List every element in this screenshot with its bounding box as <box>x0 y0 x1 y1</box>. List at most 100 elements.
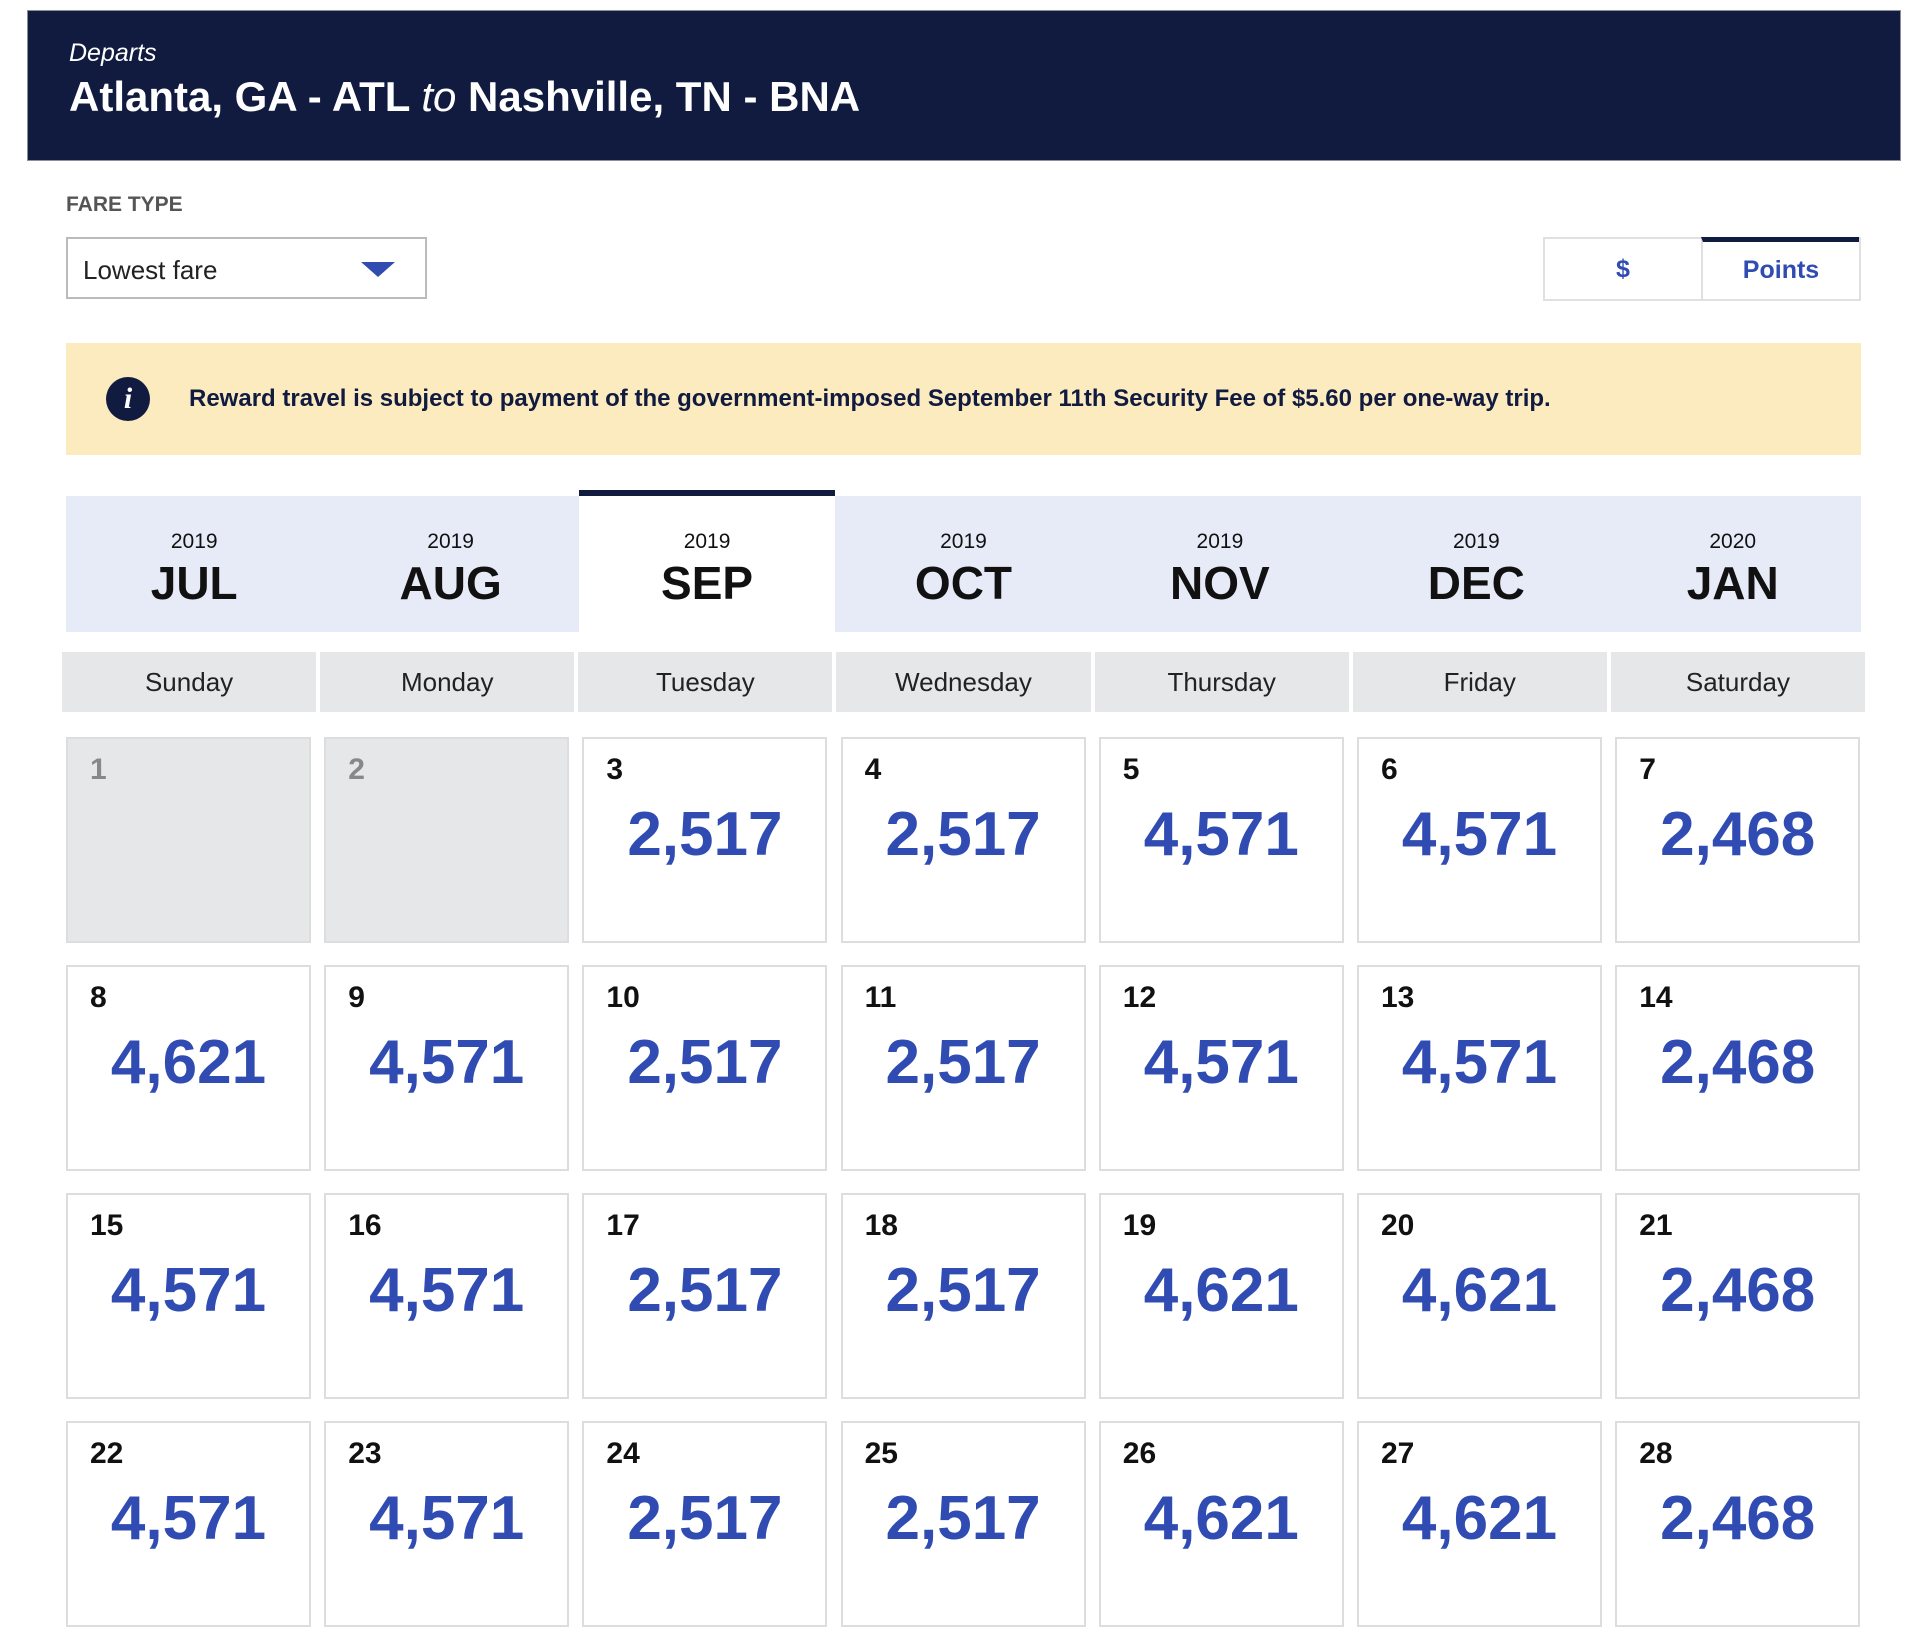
day-number: 3 <box>606 753 624 786</box>
month-tab[interactable]: 2019 SEP <box>578 490 836 632</box>
day-cell[interactable]: 18 2,517 <box>840 1193 1086 1399</box>
day-points: 4,571 <box>369 1028 525 1097</box>
tab-year: 2019 <box>170 530 218 553</box>
day-number: 1 <box>90 753 107 786</box>
day-points: 4,621 <box>1143 1256 1299 1325</box>
month-tab[interactable]: 2020 JAN <box>1605 496 1861 632</box>
day-points: 4,571 <box>369 1484 525 1553</box>
day-number: 19 <box>1122 1209 1157 1242</box>
day-cell: 2 <box>324 737 570 943</box>
month-tab[interactable]: 2019 OCT <box>835 496 1091 632</box>
day-number: 24 <box>606 1437 640 1470</box>
tab-year: 2019 <box>940 530 987 553</box>
day-points: 2,468 <box>1660 800 1816 869</box>
day-cell[interactable]: 9 4,571 <box>324 965 570 1171</box>
day-cell[interactable]: 21 2,468 <box>1615 1193 1861 1399</box>
day-cell[interactable]: 7 2,468 <box>1615 737 1861 943</box>
day-points: 2,517 <box>885 800 1041 869</box>
day-cell[interactable]: 6 4,571 <box>1357 737 1602 943</box>
day-number: 21 <box>1639 1209 1673 1242</box>
info-icon: i <box>106 377 150 421</box>
day-number: 12 <box>1122 981 1157 1014</box>
day-points: 2,517 <box>627 1484 783 1553</box>
day-cell[interactable]: 20 4,621 <box>1357 1193 1602 1399</box>
day-cell[interactable]: 19 4,621 <box>1098 1193 1344 1399</box>
month-tab[interactable]: 2019 NOV <box>1092 496 1348 632</box>
day-cell[interactable]: 24 2,517 <box>582 1421 828 1627</box>
day-points: 2,517 <box>627 1256 783 1325</box>
day-number: 22 <box>90 1437 124 1470</box>
day-points: 2,468 <box>1660 1256 1816 1325</box>
day-number: 5 <box>1122 753 1140 786</box>
day-number: 2 <box>348 753 365 786</box>
day-cell[interactable]: 25 2,517 <box>840 1421 1086 1627</box>
day-points: 2,468 <box>1660 1484 1816 1553</box>
day-points: 4,571 <box>1143 800 1299 869</box>
day-cell[interactable]: 8 4,621 <box>66 965 311 1171</box>
origin: Atlanta, GA - ATL <box>69 73 410 120</box>
month-tab[interactable]: 2019 AUG <box>322 496 578 632</box>
day-cell[interactable]: 13 4,571 <box>1357 965 1602 1171</box>
toggle-points[interactable]: Points <box>1701 237 1859 299</box>
day-points: 2,517 <box>885 1028 1041 1097</box>
day-number: 8 <box>90 981 107 1014</box>
day-cell[interactable]: 28 2,468 <box>1615 1421 1861 1627</box>
tab-month: AUG <box>399 557 502 609</box>
day-points: 4,571 <box>110 1256 267 1325</box>
day-number: 23 <box>348 1437 382 1470</box>
connector: to <box>421 73 457 120</box>
day-number: 6 <box>1381 753 1398 786</box>
tab-month: OCT <box>914 557 1013 609</box>
day-points: 4,621 <box>1401 1256 1558 1325</box>
day-cell[interactable]: 22 4,571 <box>66 1421 311 1627</box>
weekday: Wednesday <box>836 652 1091 712</box>
tab-year: 2020 <box>1709 530 1757 553</box>
day-cell[interactable]: 14 2,468 <box>1615 965 1861 1171</box>
tab-month: JUL <box>150 557 238 609</box>
header: Departs Atlanta, GA - ATL to Nashville, … <box>27 10 1901 161</box>
day-cell[interactable]: 26 4,621 <box>1098 1421 1344 1627</box>
weekday-header: Sunday Monday Tuesday Wednesday Thursday Frid… <box>62 652 1865 712</box>
day-points: 4,571 <box>1143 1028 1299 1097</box>
day-number: 15 <box>90 1209 124 1242</box>
weekday: Saturday <box>1610 652 1865 712</box>
day-number: 28 <box>1639 1437 1673 1470</box>
day-number: 26 <box>1122 1437 1157 1470</box>
header-label: Departs <box>69 39 157 67</box>
month-tab[interactable]: 2019 JUL <box>66 496 322 632</box>
day-cell[interactable]: 17 2,517 <box>582 1193 828 1399</box>
tab-month: SEP <box>661 557 754 609</box>
day-points: 2,468 <box>1660 1028 1816 1097</box>
toggle-dollar[interactable]: $ <box>1616 254 1630 283</box>
day-points: 2,517 <box>627 1028 783 1097</box>
day-cell[interactable]: 4 2,517 <box>840 737 1086 943</box>
day-cell[interactable]: 11 2,517 <box>840 965 1086 1171</box>
day-points: 4,621 <box>1401 1484 1558 1553</box>
fare-type-select[interactable]: Lowest fare <box>66 237 427 299</box>
day-cell[interactable]: 3 2,517 <box>582 737 828 943</box>
tab-month: NOV <box>1170 557 1270 609</box>
notice: i Reward travel is subject to payment of… <box>66 343 1861 455</box>
day-cell[interactable]: 12 4,571 <box>1098 965 1344 1171</box>
weekday: Tuesday <box>578 652 833 712</box>
day-cell[interactable]: 15 4,571 <box>66 1193 311 1399</box>
day-points: 4,571 <box>110 1484 267 1553</box>
day-cell[interactable]: 10 2,517 <box>582 965 828 1171</box>
day-points: 4,621 <box>1143 1484 1299 1553</box>
day-number: 14 <box>1639 981 1673 1014</box>
day-cell[interactable]: 27 4,621 <box>1357 1421 1602 1627</box>
day-number: 13 <box>1381 981 1415 1014</box>
month-tab[interactable]: 2019 DEC <box>1348 496 1604 632</box>
day-number: 4 <box>864 753 882 786</box>
day-cell: 1 <box>66 737 311 943</box>
tab-month: JAN <box>1686 557 1779 609</box>
day-number: 17 <box>606 1209 640 1242</box>
day-number: 9 <box>348 981 365 1014</box>
day-cell[interactable]: 23 4,571 <box>324 1421 570 1627</box>
day-cell[interactable]: 5 4,571 <box>1098 737 1344 943</box>
fare-type-label: FARE TYPE <box>66 193 183 216</box>
day-cell[interactable]: 16 4,571 <box>324 1193 570 1399</box>
tab-month: DEC <box>1427 557 1525 609</box>
day-points: 2,517 <box>885 1256 1041 1325</box>
